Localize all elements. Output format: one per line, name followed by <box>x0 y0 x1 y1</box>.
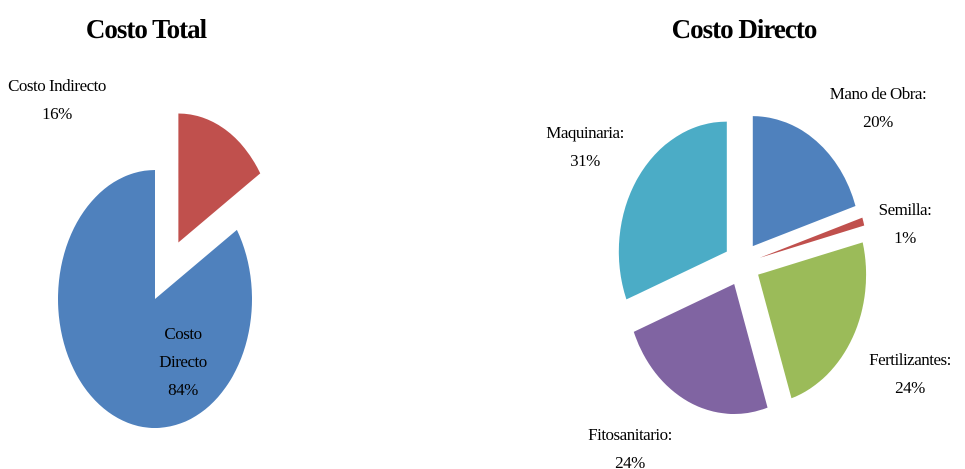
pie-slice <box>618 121 727 300</box>
category-label: Fertilizantes: <box>869 350 951 369</box>
pie-slice <box>759 217 865 258</box>
value-label: 24% <box>895 378 925 397</box>
value-label: 24% <box>615 453 645 469</box>
pie-slice <box>57 170 252 428</box>
value-label: 84% <box>168 380 198 399</box>
category-label: Costo Indirecto <box>8 76 106 95</box>
pie-slice <box>752 116 856 247</box>
value-label: 31% <box>570 151 600 170</box>
category-label: Fitosanitario: <box>588 425 672 444</box>
slice-label: Fitosanitario: 24% <box>550 421 710 469</box>
value-label: 20% <box>863 112 893 131</box>
slice-label: Semilla: 1% <box>855 196 955 252</box>
category-label: Mano de Obra: <box>829 84 927 103</box>
slice-label: Costo Directo 84% <box>153 320 213 404</box>
chart-title: Costo Total <box>85 14 207 44</box>
value-label: 1% <box>894 228 916 247</box>
value-label: 16% <box>42 104 72 123</box>
category-label: Maquinaria: <box>546 123 624 142</box>
pie-slice <box>633 283 768 414</box>
slice-label: Fertilizantes: 24% <box>840 346 965 402</box>
category-label: Costo Directo <box>159 324 207 371</box>
slice-label: Maquinaria: 31% <box>515 119 655 175</box>
category-label: Semilla: <box>878 200 932 219</box>
pie-slice <box>178 113 261 243</box>
slice-label: Costo Indirecto 16% <box>0 72 137 128</box>
chart-title: Costo Directo <box>671 14 818 44</box>
pie-slice <box>758 242 867 399</box>
slice-label: Mano de Obra: 20% <box>798 80 958 136</box>
